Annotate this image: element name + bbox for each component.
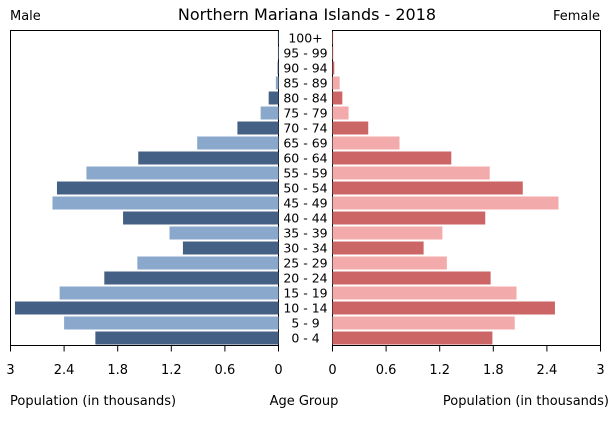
female-tick-label: 0.6 — [376, 363, 397, 378]
age-group-label: 60 - 64 — [283, 151, 327, 166]
age-group-label: 80 - 84 — [283, 91, 327, 106]
male-side-label: Male — [10, 9, 41, 24]
female-bar — [332, 271, 491, 285]
female-bar — [332, 61, 335, 75]
age-group-label: 100+ — [288, 31, 322, 46]
male-bars — [14, 31, 279, 345]
male-bar — [64, 316, 279, 330]
female-bars — [332, 31, 559, 345]
male-bar — [277, 46, 279, 60]
female-bar — [332, 211, 486, 225]
female-bar — [332, 91, 343, 105]
female-bar — [332, 301, 555, 315]
male-bar — [138, 151, 279, 165]
male-bar — [237, 121, 279, 135]
age-group-label: 65 - 69 — [283, 136, 327, 151]
male-bar — [14, 301, 279, 315]
female-bar — [332, 121, 369, 135]
female-bar — [332, 151, 452, 165]
age-group-label: 0 - 4 — [291, 331, 319, 346]
male-bar — [197, 136, 279, 150]
age-group-label: 55 - 59 — [283, 166, 327, 181]
age-group-label: 15 - 19 — [283, 286, 327, 301]
male-bar — [52, 196, 279, 210]
female-bar — [332, 136, 400, 150]
male-tick-label: 0.6 — [215, 363, 236, 378]
female-x-axis: 0 0.6 1.2 1.8 2.4 3 — [328, 345, 605, 378]
male-bar — [277, 61, 279, 75]
female-bar — [332, 286, 517, 300]
female-side-label: Female — [553, 9, 600, 24]
male-bar — [137, 256, 279, 270]
age-group-label: 50 - 54 — [283, 181, 327, 196]
female-bar — [332, 106, 349, 120]
age-group-label: 40 - 44 — [283, 211, 327, 226]
age-group-label: 25 - 29 — [283, 256, 327, 271]
female-tick-label: 1.8 — [483, 363, 504, 378]
female-bar — [332, 76, 340, 90]
male-tick-label: 1.2 — [161, 363, 182, 378]
female-bar — [332, 181, 523, 195]
female-bar — [332, 166, 490, 180]
male-bar — [182, 241, 279, 255]
male-bar — [275, 76, 279, 90]
male-axis-label: Population (in thousands) — [10, 394, 176, 409]
male-bar — [260, 106, 279, 120]
female-axis-label: Population (in thousands) — [443, 394, 609, 409]
female-bar — [332, 316, 515, 330]
female-bar — [332, 331, 493, 345]
age-group-label: 75 - 79 — [283, 106, 327, 121]
female-bar — [332, 46, 334, 60]
female-bar — [332, 196, 559, 210]
female-bar — [332, 31, 334, 45]
male-bar — [104, 271, 279, 285]
male-bar — [95, 331, 279, 345]
female-tick-label: 0 — [328, 363, 336, 378]
male-bar — [56, 181, 279, 195]
age-group-label: 95 - 99 — [283, 46, 327, 61]
female-bar — [332, 256, 447, 270]
female-tick-label: 3 — [596, 363, 604, 378]
male-bar — [59, 286, 279, 300]
male-bar — [268, 91, 279, 105]
chart-title: Northern Mariana Islands - 2018 — [178, 5, 436, 24]
age-group-label: 35 - 39 — [283, 226, 327, 241]
female-tick-label: 1.2 — [429, 363, 450, 378]
age-group-label: 20 - 24 — [283, 271, 327, 286]
female-bar — [332, 241, 424, 255]
male-x-axis: 0 0.6 1.2 1.8 2.4 3 — [6, 345, 283, 378]
male-tick-label: 1.8 — [107, 363, 128, 378]
age-group-label: 30 - 34 — [283, 241, 327, 256]
age-group-label: 90 - 94 — [283, 61, 327, 76]
age-group-label: 85 - 89 — [283, 76, 327, 91]
male-tick-label: 0 — [274, 363, 282, 378]
age-group-label: 45 - 49 — [283, 196, 327, 211]
age-group-label: 5 - 9 — [291, 316, 319, 331]
age-group-axis-label: Age Group — [270, 394, 339, 409]
female-tick-label: 2.4 — [537, 363, 558, 378]
male-bar — [277, 31, 279, 45]
male-tick-label: 3 — [6, 363, 14, 378]
age-group-label: 70 - 74 — [283, 121, 327, 136]
male-bar — [123, 211, 279, 225]
male-bar — [169, 226, 279, 240]
female-bar — [332, 226, 443, 240]
male-bar — [86, 166, 279, 180]
male-tick-label: 2.4 — [54, 363, 75, 378]
age-group-label: 10 - 14 — [283, 301, 327, 316]
